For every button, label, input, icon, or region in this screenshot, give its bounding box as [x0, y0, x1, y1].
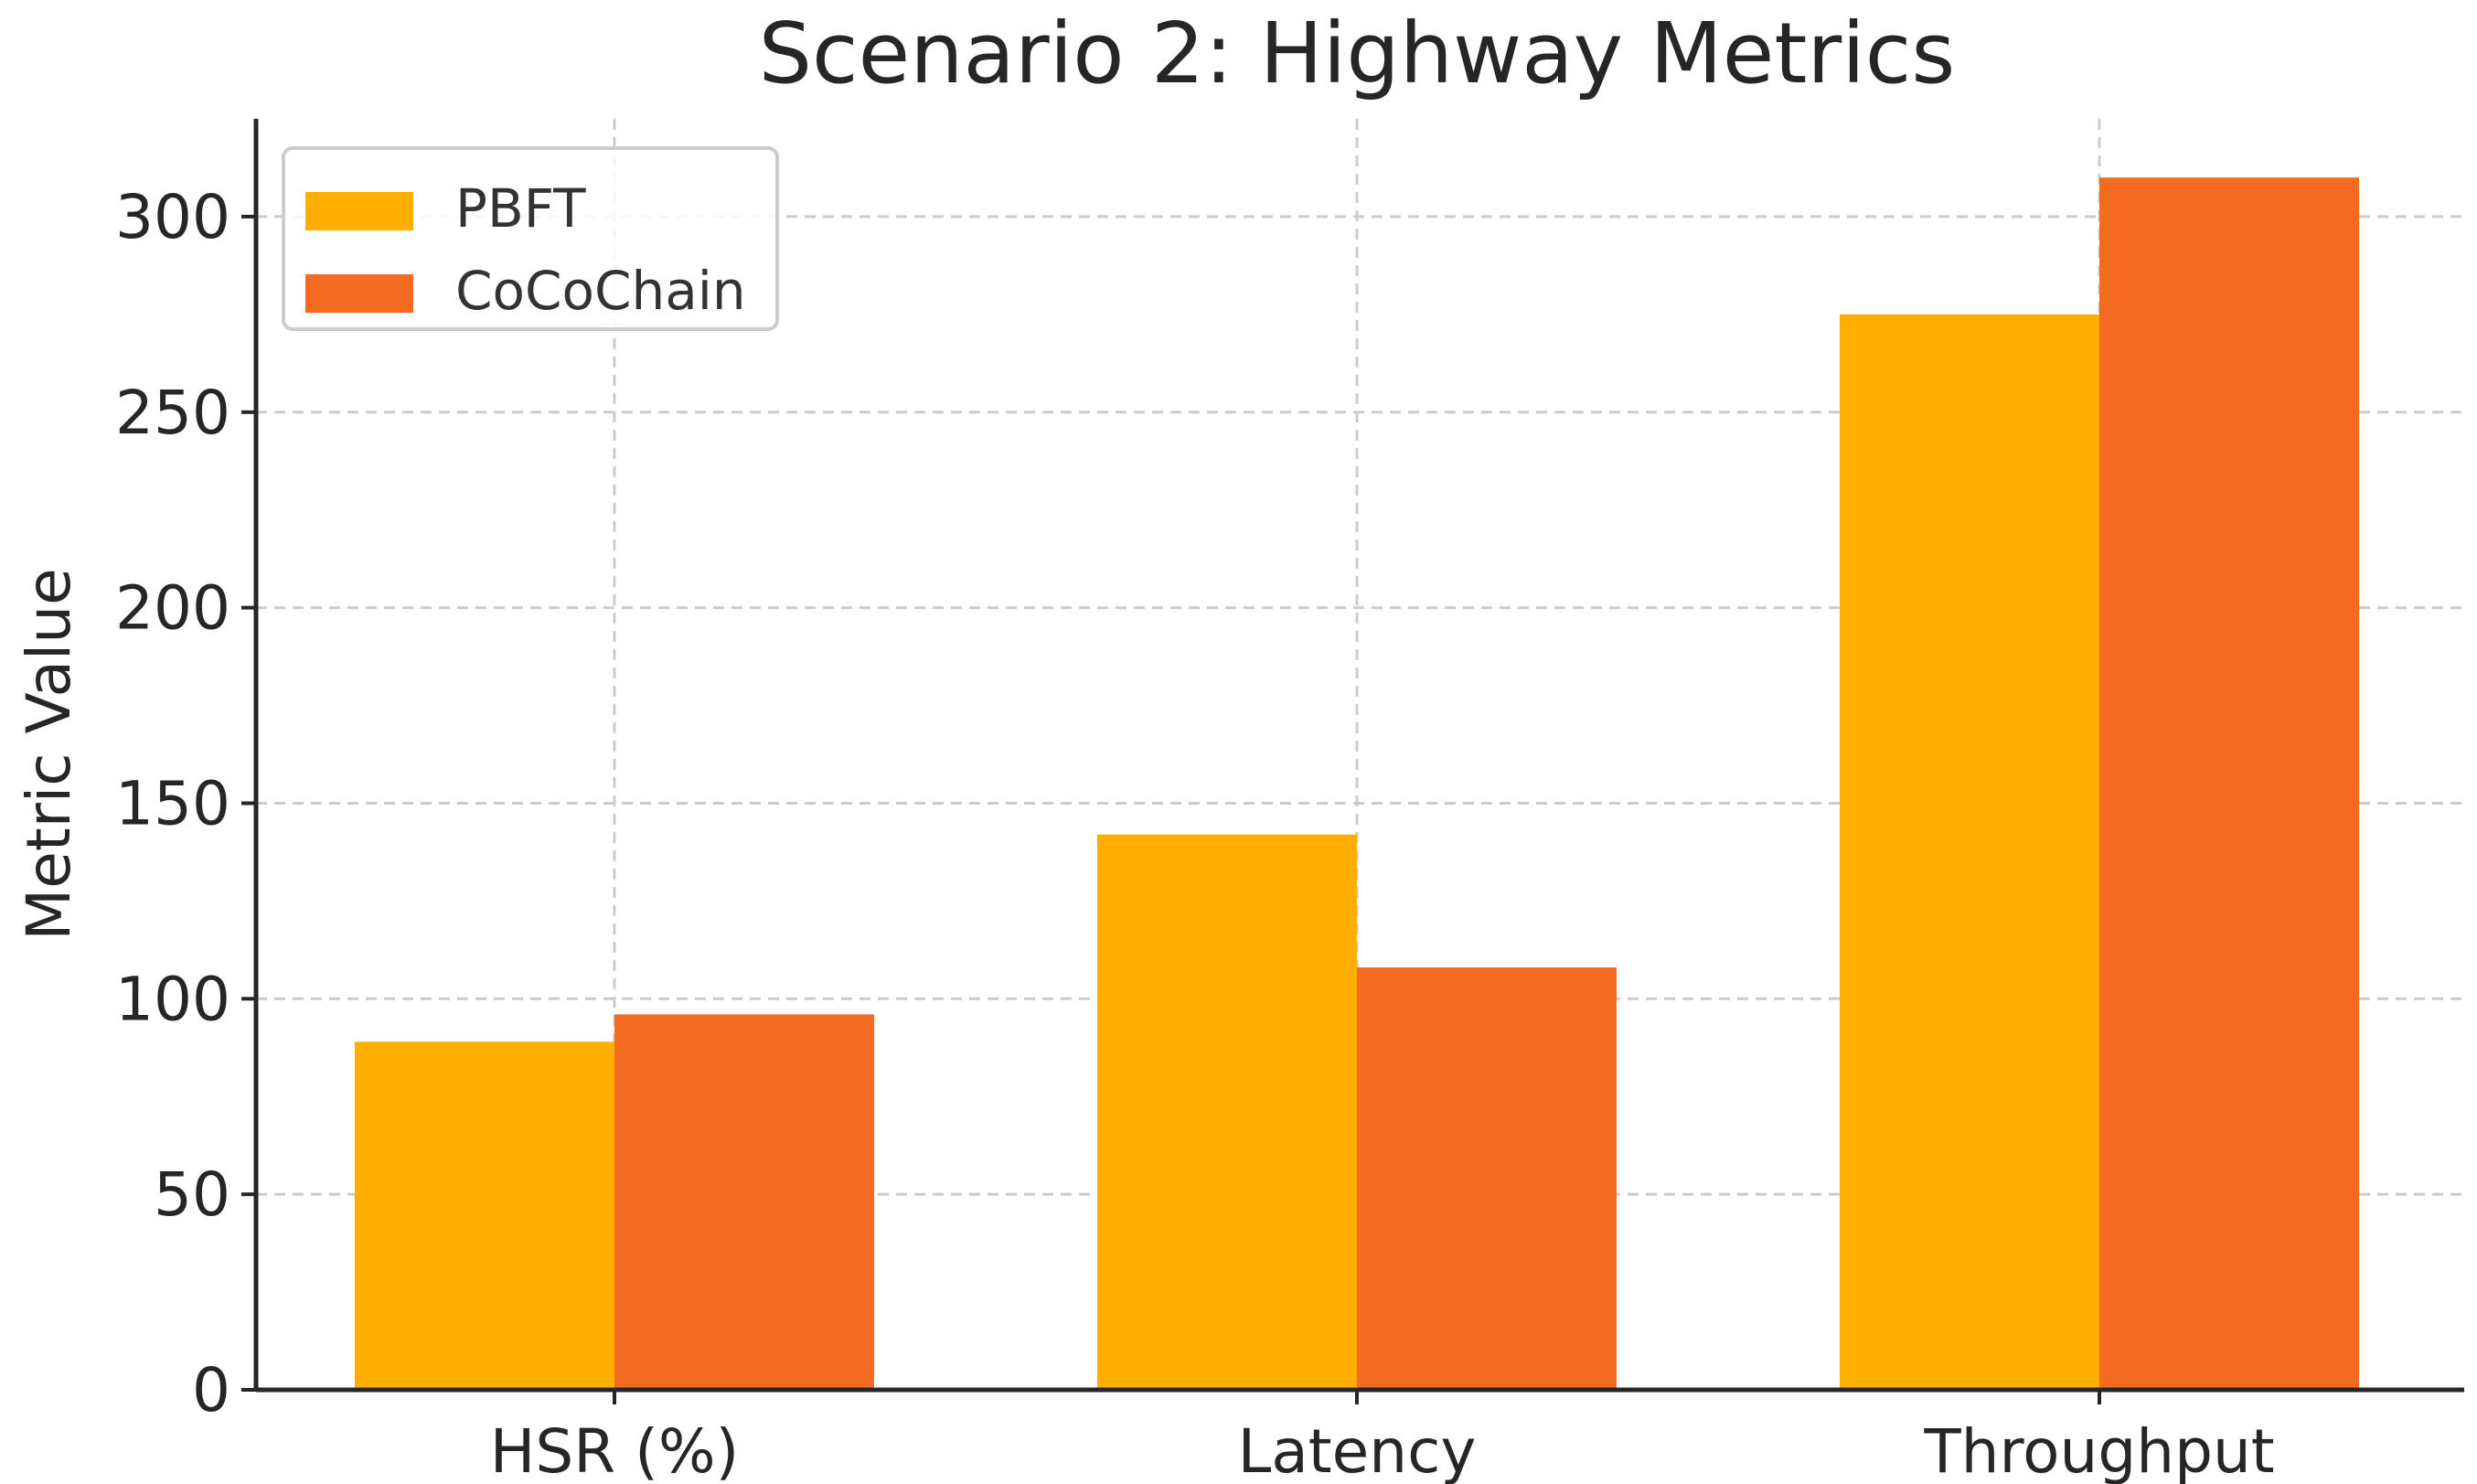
y-tick-label-0: 0	[192, 1355, 230, 1425]
legend-swatch-pbft	[305, 192, 413, 230]
x-tick-label-2: Throughput	[1923, 1416, 2274, 1484]
axis-layer: 0 50 100 150 200 250 300 HSR (%) Latency Throughp…	[115, 119, 2464, 1484]
legend-label-cocochain: CoCoChain	[455, 260, 746, 322]
bar-pbft-2	[1840, 314, 2099, 1390]
bar-cocochain-1	[1357, 967, 1617, 1390]
x-tick-label-0: HSR (%)	[490, 1416, 740, 1484]
legend: PBFT CoCoChain	[282, 146, 779, 331]
bar-layer	[355, 177, 2359, 1391]
y-tick-label-100: 100	[115, 964, 230, 1034]
bar-pbft-0	[355, 1041, 614, 1390]
legend-label-pbft: PBFT	[455, 177, 586, 240]
y-tick-label-250: 250	[115, 378, 230, 448]
y-tick-label-50: 50	[154, 1159, 230, 1230]
y-tick-label-300: 300	[115, 182, 230, 252]
bar-cocochain-2	[2099, 177, 2359, 1391]
legend-swatch-cocochain	[305, 274, 413, 313]
x-tick-label-1: Latency	[1238, 1416, 1477, 1484]
chart-title: Scenario 2: Highway Metrics	[759, 5, 1956, 102]
y-tick-label-150: 150	[115, 768, 230, 838]
bar-pbft-1	[1097, 834, 1357, 1390]
y-axis-title: Metric Value	[14, 568, 84, 940]
y-tick-label-200: 200	[115, 573, 230, 644]
bar-cocochain-0	[614, 1014, 874, 1390]
